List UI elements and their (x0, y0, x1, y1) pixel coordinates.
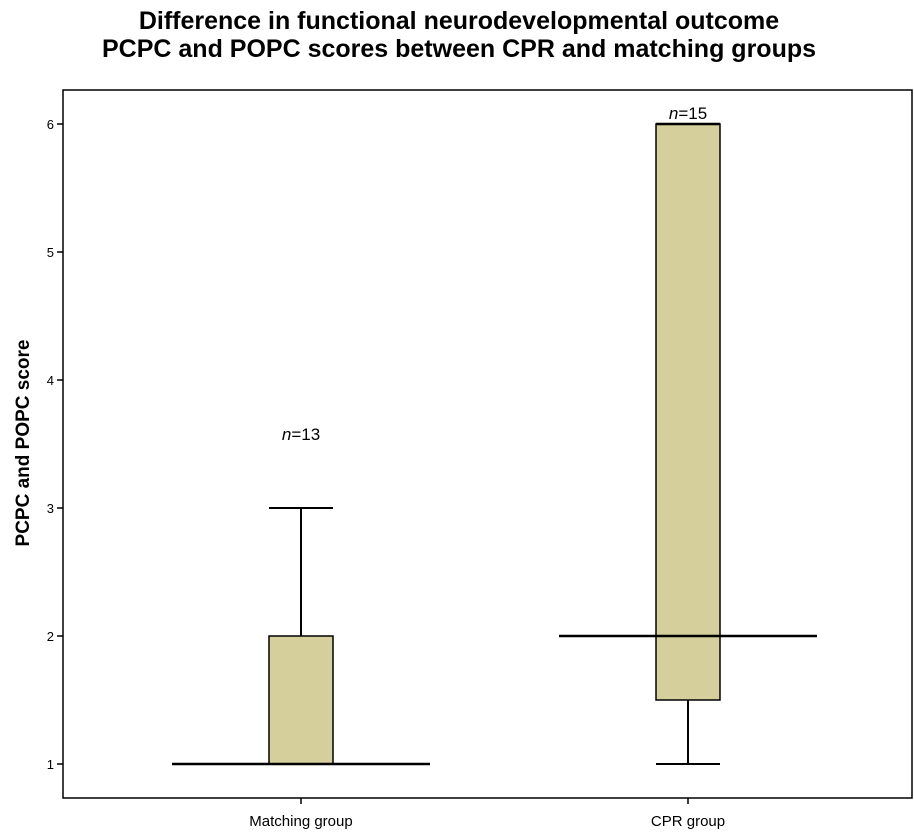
chart-title: Difference in functional neurodevelopmen… (139, 7, 779, 35)
n-label: n=15 (669, 104, 707, 123)
sample-size-labels: n=13n=15 (282, 104, 707, 444)
n-label-prefix: n (669, 104, 678, 123)
y-tick-label: 1 (47, 757, 54, 772)
y-axis-ticks: 1 2 3 4 5 6 (47, 117, 63, 772)
boxes (172, 122, 817, 766)
y-tick-label: 4 (47, 373, 54, 388)
box-2 (559, 122, 817, 765)
y-axis-label: PCPC and POPC score (13, 340, 34, 547)
chart-subtitle: PCPC and POPC scores between CPR and mat… (102, 35, 816, 63)
x-category-label: Matching group (249, 813, 352, 830)
box-1 (172, 507, 430, 766)
x-axis-categories: Matching group CPR group (249, 798, 725, 830)
y-tick-label: 3 (47, 501, 54, 516)
y-tick-label: 5 (47, 245, 54, 260)
n-label-value: =13 (291, 425, 320, 444)
n-label: n=13 (282, 425, 320, 444)
box-body (268, 635, 334, 765)
x-category-label: CPR group (651, 813, 725, 830)
n-label-prefix: n (282, 425, 291, 444)
plot-area-frame (62, 89, 913, 799)
y-tick-label: 2 (47, 629, 54, 644)
n-label-value: =15 (678, 104, 707, 123)
y-tick-label: 6 (47, 117, 54, 132)
box-body (655, 123, 721, 701)
